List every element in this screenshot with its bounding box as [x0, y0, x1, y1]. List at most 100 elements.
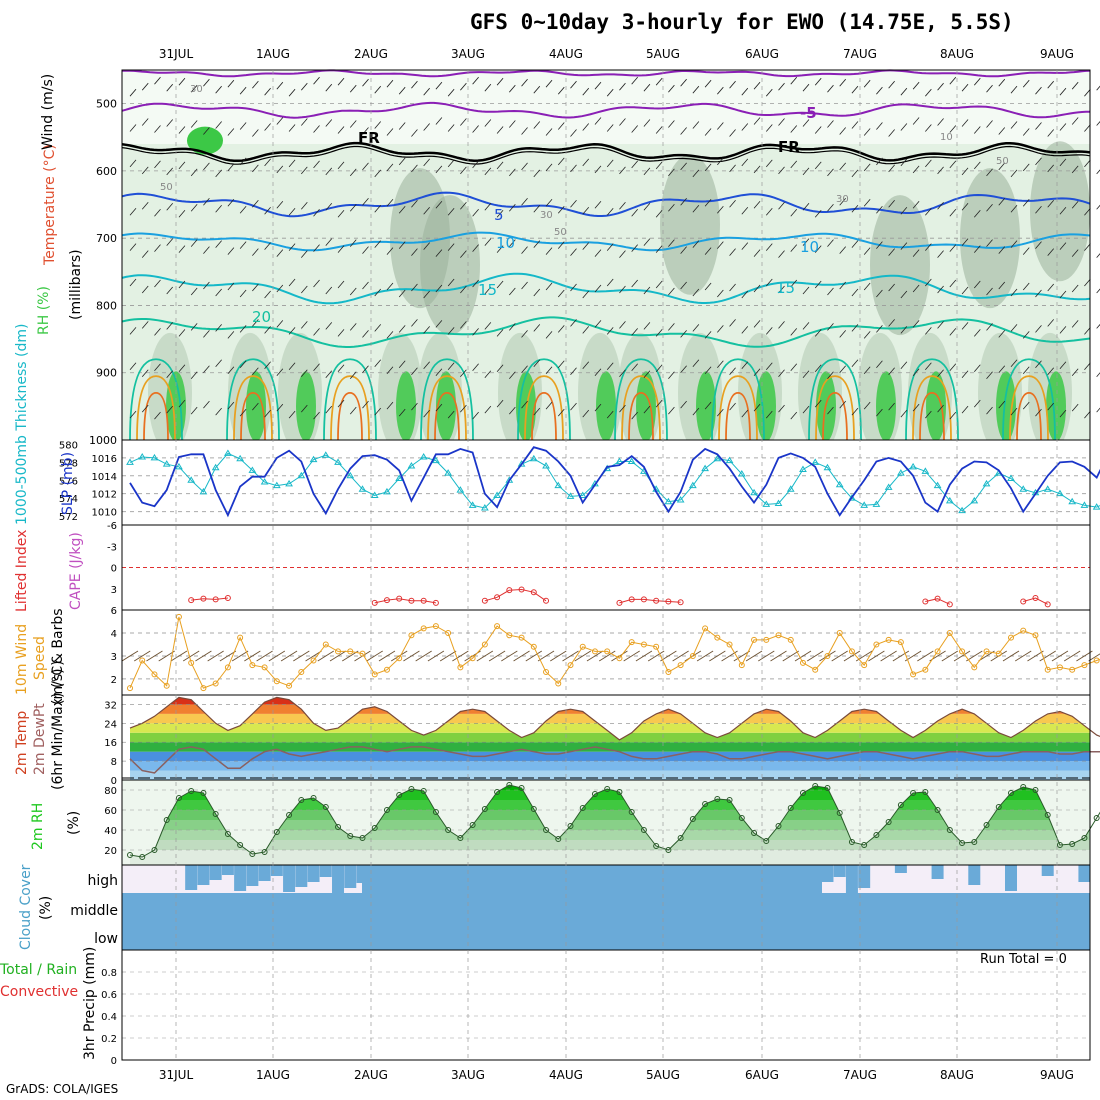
wind-barb	[276, 81, 284, 90]
wind-barb	[704, 366, 712, 374]
wind-barb	[1022, 282, 1030, 291]
thickness-line-point	[664, 497, 673, 505]
wind-barb	[301, 82, 308, 91]
wind-barb	[325, 286, 333, 295]
wind-barb	[814, 126, 822, 134]
wind-barb	[778, 250, 785, 258]
wind-barb	[301, 285, 308, 294]
wind-barb	[778, 321, 785, 329]
date-label-bottom: 3AUG	[451, 1068, 485, 1082]
wind-barb	[215, 85, 222, 94]
wind-barb	[851, 85, 859, 94]
wind-barb	[398, 408, 406, 417]
wind-barb	[423, 361, 430, 369]
rh-line-point	[787, 805, 794, 811]
wind-barb	[619, 321, 626, 329]
wind-barb	[692, 240, 700, 248]
wind-barb	[166, 322, 174, 330]
wind-barb	[753, 368, 761, 376]
wind-barb	[447, 243, 455, 251]
upper-air-tick: 700	[96, 232, 117, 245]
wind-barb	[643, 322, 651, 330]
li-line-point	[922, 598, 929, 605]
wind-barb	[765, 208, 773, 216]
wind-barb	[594, 320, 602, 328]
wind-barb	[1010, 121, 1018, 129]
contour-dome	[822, 392, 848, 441]
rh-line	[129, 784, 1100, 858]
wind-barb	[1059, 207, 1067, 215]
wind-barb	[435, 117, 443, 125]
wind-barb	[839, 246, 846, 254]
li-line	[619, 598, 681, 604]
wind-barb	[851, 359, 859, 367]
wind-barb	[129, 159, 137, 168]
wind-barb	[195, 650, 212, 662]
wind-barb	[1014, 650, 1032, 662]
wind-barb	[1022, 401, 1030, 410]
wind-barb	[900, 409, 908, 418]
wind-barb	[423, 207, 430, 215]
thickness-line-point	[175, 462, 183, 470]
contour-minus5	[121, 101, 1091, 119]
contour-label: 30	[190, 84, 203, 95]
rh-line-point	[910, 790, 917, 796]
wind-barb	[264, 290, 271, 299]
wind-barb	[460, 369, 467, 377]
wind-barb	[717, 206, 724, 214]
wind-barb	[937, 285, 944, 294]
thickness-line-point	[799, 465, 807, 473]
rh-line-point	[1020, 784, 1027, 790]
wind-barb	[1035, 122, 1042, 130]
wind-barb	[1084, 278, 1091, 287]
wind-barb	[949, 125, 957, 133]
wind-barb	[301, 321, 308, 329]
wind-barb	[239, 360, 247, 368]
wind-barb	[252, 200, 259, 208]
wind-speed-line-point	[579, 643, 586, 650]
rh-line-point	[445, 827, 452, 833]
wind-speed-line-point	[1093, 657, 1100, 664]
wind-barb	[986, 84, 993, 93]
wind-speed-line-point	[506, 632, 513, 639]
wind-barb	[635, 650, 653, 662]
wind-barb	[411, 164, 418, 173]
thickness-line-point	[896, 469, 905, 476]
wind-barb	[680, 127, 687, 135]
contour-dome	[337, 392, 363, 441]
cloud-high-bar	[234, 865, 247, 891]
cloud-high-bar	[221, 865, 234, 875]
contour-label: FR	[778, 138, 800, 156]
wind-speed-line-point	[432, 623, 439, 630]
contour-plus5	[121, 191, 1091, 218]
wind-barb	[949, 279, 957, 288]
thickness-line-point	[1056, 489, 1064, 497]
rh-green-blob	[926, 371, 946, 442]
cloud-high-bar	[858, 865, 871, 888]
wind-barb	[606, 278, 614, 287]
wind-barb	[839, 400, 846, 409]
wind-speed-line-point	[543, 669, 550, 676]
wind-barb	[827, 323, 834, 331]
date-label-top: 5AUG	[646, 47, 680, 61]
wind-barb	[423, 242, 430, 250]
wind-barb	[594, 249, 602, 257]
wind-barb	[423, 290, 430, 299]
contour-label: 30	[836, 194, 849, 205]
wind-barb	[545, 163, 553, 172]
wind-barb	[227, 79, 235, 88]
wind-barb	[692, 407, 700, 416]
wind-barb	[672, 650, 689, 662]
wind-barb	[521, 365, 528, 373]
thickness-line-point	[970, 496, 979, 504]
temp-band	[130, 761, 1090, 771]
contour-dome	[628, 392, 654, 441]
wind-barb	[557, 289, 565, 298]
wind-barb	[1035, 360, 1042, 368]
rh-line-point	[371, 825, 378, 831]
wind-barb	[863, 331, 871, 339]
wind-barb	[680, 281, 687, 290]
rh-line-point	[836, 810, 843, 816]
wind-barb	[863, 247, 871, 255]
